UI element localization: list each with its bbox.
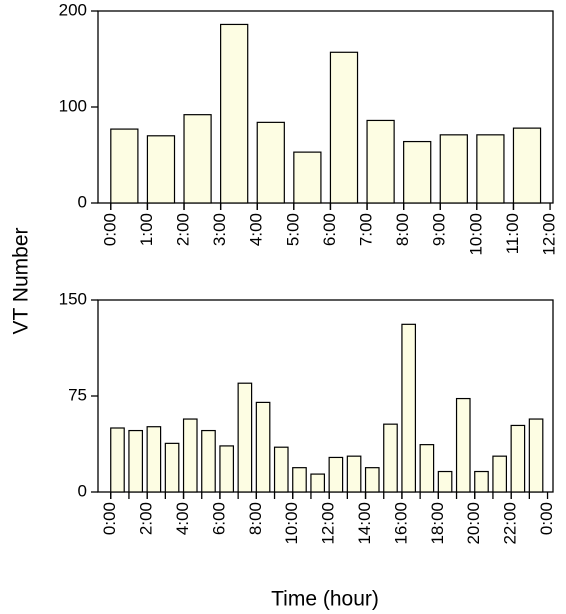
x-tick-label: 0:00 — [100, 213, 119, 246]
x-tick-label: 14:00 — [355, 502, 374, 545]
bar — [183, 114, 212, 204]
x-tick-label: 1:00 — [137, 213, 156, 246]
bar — [110, 427, 125, 493]
bar — [128, 429, 144, 493]
y-tick-label: 200 — [59, 0, 87, 19]
x-tick-label: 5:00 — [283, 213, 302, 246]
bar — [512, 127, 542, 204]
y-tick-label: 0 — [78, 481, 87, 500]
y-tick-label: 0 — [78, 192, 87, 211]
bar — [182, 418, 198, 493]
bar — [220, 23, 249, 204]
bar — [401, 323, 417, 493]
y-tick-label: 100 — [59, 96, 87, 115]
bar — [237, 382, 253, 493]
bar — [474, 470, 489, 493]
x-tick-label: 10:00 — [282, 502, 301, 545]
bar — [364, 467, 380, 493]
bar — [383, 423, 398, 493]
bar — [273, 446, 289, 493]
bar — [146, 426, 162, 493]
bar — [476, 134, 505, 204]
x-tick-label: 16:00 — [391, 502, 410, 545]
bar — [439, 134, 468, 204]
x-tick-label: 8:00 — [246, 502, 265, 535]
x-tick-label: 7:00 — [357, 213, 376, 246]
x-tick-label: 6:00 — [209, 502, 228, 535]
bar — [437, 470, 453, 493]
bar — [146, 135, 176, 204]
bar — [310, 473, 326, 493]
x-tick-label: 2:00 — [174, 213, 193, 246]
bar — [201, 429, 216, 493]
bar — [403, 140, 432, 204]
x-tick-label: 9:00 — [430, 213, 449, 246]
x-tick-label: 6:00 — [320, 213, 339, 246]
bar — [419, 444, 435, 493]
y-tick-label: 150 — [59, 289, 87, 308]
x-tick-label: 12:00 — [540, 213, 559, 256]
bar — [293, 151, 322, 204]
x-tick-label: 4:00 — [247, 213, 266, 246]
bar — [528, 418, 544, 493]
bar — [510, 424, 526, 493]
x-tick-label: 0:00 — [100, 502, 119, 535]
x-tick-label: 20:00 — [464, 502, 483, 545]
y-tick-label: 75 — [68, 385, 87, 404]
x-tick-label: 18:00 — [428, 502, 447, 545]
bar — [366, 119, 395, 204]
bar — [256, 121, 285, 204]
x-tick-label: 12:00 — [319, 502, 338, 545]
bar — [492, 455, 508, 493]
bar — [329, 51, 359, 204]
bar — [110, 128, 139, 204]
bar — [328, 456, 344, 493]
bar — [346, 455, 362, 493]
x-tick-label: 22:00 — [501, 502, 520, 545]
x-tick-label: 10:00 — [466, 213, 485, 256]
bar — [164, 442, 180, 493]
x-tick-label: 2:00 — [137, 502, 156, 535]
x-tick-label: 8:00 — [393, 213, 412, 246]
x-tick-label: 4:00 — [173, 502, 192, 535]
x-tick-label: 3:00 — [210, 213, 229, 246]
x-axis-label: Time (hour) — [271, 588, 379, 611]
bar — [292, 467, 307, 493]
x-tick-label: 0:00 — [537, 502, 556, 535]
bar — [219, 445, 235, 493]
x-tick-label: 11:00 — [503, 213, 522, 254]
y-axis-label: VT Number — [10, 228, 33, 335]
bar — [455, 397, 471, 493]
bar — [255, 401, 271, 493]
